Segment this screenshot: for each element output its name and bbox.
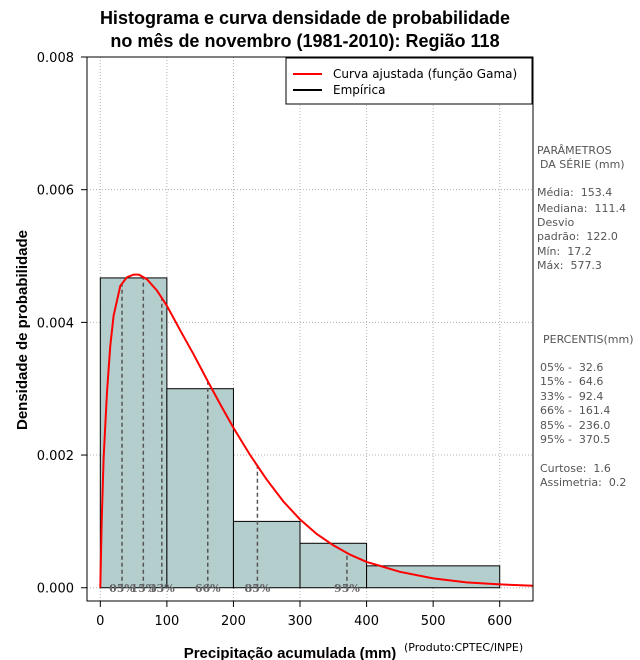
param-desvio: Desvio — [537, 216, 575, 229]
legend-label-0: Curva ajustada (função Gama) — [333, 67, 517, 81]
parameters-heading-1: PARÂMETROS — [537, 144, 612, 157]
stat-assimetria: Assimetria: 0.2 — [540, 476, 627, 489]
percentile-66: 66% - 161.4 — [540, 404, 611, 417]
param-max: Máx: 577.3 — [537, 259, 602, 272]
x-tick-label-4: 400 — [354, 614, 379, 629]
legend-box — [285, 57, 533, 105]
histogram-bar-1 — [166, 388, 234, 589]
param-padrao: padrão: 122.0 — [537, 230, 618, 243]
x-tick-label-5: 500 — [421, 614, 446, 629]
percentile-label-4: 85% — [245, 582, 271, 595]
histogram-bar-3 — [299, 542, 368, 589]
y-tick-label-4: 0.008 — [37, 51, 74, 66]
legend-label-1: Empírica — [333, 83, 385, 97]
fitted-gamma-curve — [99, 273, 534, 588]
percentile-label-5: 95% — [334, 582, 360, 595]
parameters-heading-2: DA SÉRIE (mm) — [540, 158, 625, 171]
percentile-label-0: 05% — [109, 582, 135, 595]
percentile-label-3: 66% — [195, 582, 221, 595]
percentile-label-2: 33% — [149, 582, 175, 595]
param-min: Mín: 17.2 — [537, 245, 592, 258]
y-tick-label-3: 0.006 — [37, 184, 74, 199]
y-tick-label-1: 0.002 — [37, 449, 74, 464]
histogram-bar-0 — [99, 277, 168, 589]
y-tick-label-2: 0.004 — [37, 316, 74, 331]
y-axis-title: Densidade de probabilidade — [14, 230, 31, 430]
percentile-85: 85% - 236.0 — [540, 419, 611, 432]
x-tick-label-3: 300 — [288, 614, 313, 629]
y-tick-label-0: 0.000 — [37, 582, 74, 597]
percentiles-heading: PERCENTIS(mm) — [543, 333, 634, 346]
percentile-33: 33% - 92.4 — [540, 390, 604, 403]
percentile-label-1: 15% — [130, 582, 156, 595]
percentile-15: 15% - 64.6 — [540, 375, 604, 388]
param-mediana: Mediana: 111.4 — [537, 202, 626, 215]
product-credit: (Produto:CPTEC/INPE) — [404, 641, 524, 654]
x-tick-label-2: 200 — [221, 614, 246, 629]
chart-title-line1: Histograma e curva densidade de probabil… — [99, 8, 511, 28]
percentile-05: 05% - 32.6 — [540, 361, 604, 374]
x-tick-label-1: 100 — [154, 614, 179, 629]
chart-title-line2: no mês de novembro (1981-2010): Região 1… — [110, 31, 500, 51]
x-axis-title: Precipitação acumulada (mm) — [184, 645, 397, 660]
param-media: Média: 153.4 — [537, 186, 613, 199]
x-tick-label-6: 600 — [487, 614, 512, 629]
histogram-bar-4 — [366, 565, 501, 589]
stat-curtose: Curtose: 1.6 — [540, 462, 611, 475]
histogram-bar-2 — [232, 520, 301, 589]
percentile-95: 95% - 370.5 — [540, 433, 611, 446]
x-tick-label-0: 0 — [96, 614, 104, 629]
